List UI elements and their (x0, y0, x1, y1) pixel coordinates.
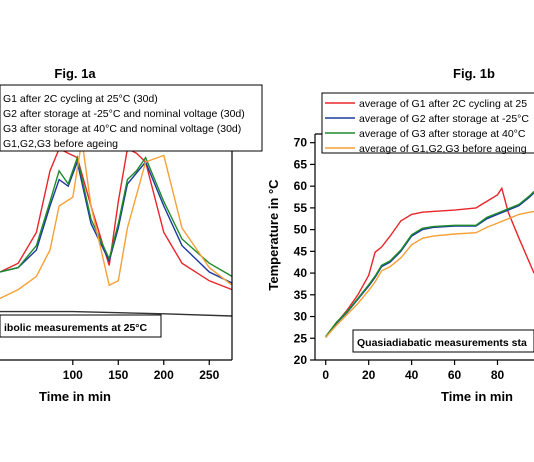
chart-1b-x-tick-label: 40 (405, 368, 419, 382)
chart-1a-legend-entry-4: G1,G2,G3 before ageing (3, 138, 118, 150)
chart-1b-series-line-4 (325, 210, 534, 338)
chart-1b-series-group (325, 186, 534, 338)
chart-1b-x-tick-label: 80 (491, 368, 505, 382)
chart-1a-x-tick-label: 250 (199, 368, 219, 382)
chart-1a-series-line-2 (0, 159, 233, 284)
chart-1b-x-tick-label: 60 (448, 368, 462, 382)
chart-1b-y-tick-label: 40 (294, 266, 308, 280)
chart-1a-x-axis-label: Time in min (39, 389, 111, 404)
chart-1b-x-axis-label: Time in min (441, 389, 513, 404)
chart-1a-series-line-3 (0, 155, 233, 278)
chart-1a-legend-entry-2: G2 after storage at -25°C and nominal vo… (3, 108, 245, 120)
chart-1b-ticks: 0 20 40 60 80 20 25 30 35 40 45 50 55 60 65 70 (294, 136, 505, 382)
chart-1b-y-tick-label: 50 (294, 223, 308, 237)
chart-1b-annotation-box (352, 329, 534, 353)
chart-1b-y-tick-label: 55 (294, 201, 308, 215)
chart-1a-x-tick-label: 150 (108, 368, 128, 382)
chart-1a-legend-entry-1: G1 after 2C cycling at 25°C (30d) (3, 93, 158, 105)
chart-1b-y-tick-label: 60 (294, 179, 308, 193)
chart-1b-series-line-1 (325, 186, 534, 338)
chart-1b-y-tick-label: 20 (294, 353, 308, 367)
chart-1b-annotation: Quasiadiabatic measurements sta (357, 337, 527, 349)
chart-1a-annotation: ibolic measurements at 25°C (4, 322, 148, 334)
chart-1b-legend: average of G1 after 2C cycling at 25 aver… (325, 98, 529, 155)
chart-1a-legend-entry-3: G3 after storage at 40°C and nominal vol… (3, 123, 241, 135)
chart-1a-x-tick-label: 200 (154, 368, 174, 382)
chart-1b: Fig. 1b 0 20 40 60 802025303540455055606570 … (266, 66, 534, 404)
chart-1a-series-line-4 (0, 139, 233, 300)
chart-1a-x-ticks: 100 150 200 250 (63, 139, 232, 382)
chart-1a-legend-box (0, 84, 263, 152)
chart-1b-y-tick-label: 30 (294, 310, 308, 324)
chart-1b-legend-box (321, 92, 534, 154)
chart-1b-legend-entry-4: average of G1,G2,G3 before ageing (359, 143, 527, 155)
chart-1b-y-tick-label: 25 (294, 331, 308, 345)
chart-1b-x-tick-label: 0 (322, 368, 329, 382)
chart-1b-y-tick-label: 45 (294, 244, 308, 258)
chart-1b-legend-entry-2: average of G2 after storage at -25°C (359, 113, 529, 125)
chart-1b-title: Fig. 1b (453, 66, 495, 81)
chart-1b-y-tick-label: 65 (294, 157, 308, 171)
chart-1a-series-line-5 (0, 310, 233, 317)
chart-1b-y-tick-label: 70 (294, 136, 308, 150)
chart-1b-legend-entry-1: average of G1 after 2C cycling at 25 (359, 98, 527, 110)
chart-1a-annotation-box (0, 314, 162, 338)
chart-1a-legend: G1 after 2C cycling at 25°C (30d) G2 afte… (3, 93, 245, 150)
chart-1a: Fig. 1a 100 150 200 250 Time in min ibolic … (0, 66, 263, 404)
chart-1a-x-tick-label: 100 (63, 368, 83, 382)
chart-1b-y-axis-label: Temperature in °C (266, 179, 281, 291)
chart-1b-legend-entry-3: average of G3 after storage at 40°C (359, 128, 526, 140)
chart-1b-y-tick-label: 35 (294, 288, 308, 302)
chart-1b-series-line-3 (325, 190, 534, 337)
chart-1a-series-line-1 (0, 147, 233, 291)
chart-1a-title: Fig. 1a (54, 66, 96, 81)
chart-1a-series-group (0, 139, 233, 317)
chart-1b-x-tick-label: 20 (362, 368, 376, 382)
chart-1b-series-line-2 (325, 192, 534, 338)
